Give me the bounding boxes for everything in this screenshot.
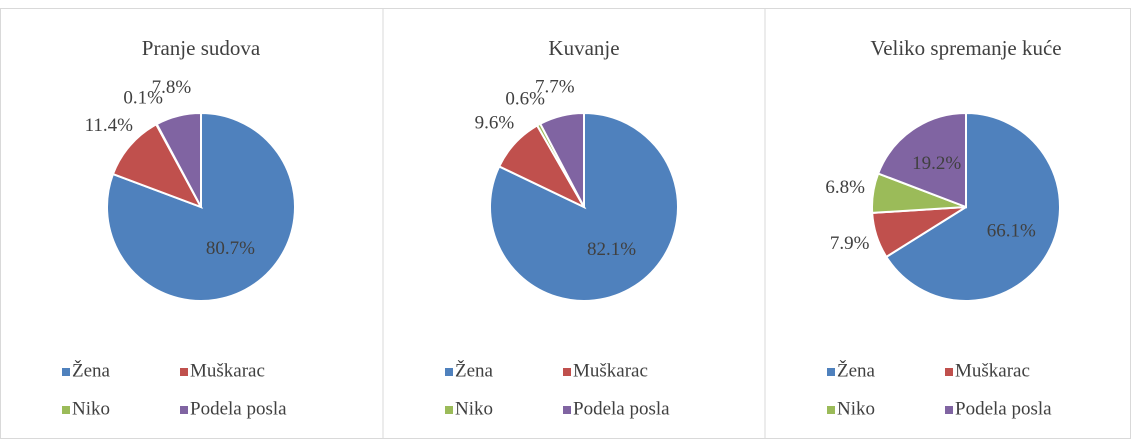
legend-label: Muškarac	[573, 360, 648, 381]
legend-label: Podela posla	[190, 398, 287, 419]
legend-swatch	[445, 368, 453, 376]
legend-label: Niko	[72, 398, 110, 419]
legend-swatch	[563, 368, 571, 376]
legend-swatch	[945, 406, 953, 414]
legend-label: Žena	[455, 359, 494, 381]
data-label: 19.2%	[912, 153, 961, 174]
legend-swatch	[827, 368, 835, 376]
pie-slice	[155, 111, 202, 208]
pie-slice	[876, 111, 967, 209]
legend-label: Žena	[837, 359, 876, 381]
data-label: 7.9%	[830, 233, 870, 254]
legend-swatch	[945, 368, 953, 376]
data-label: 0.6%	[505, 88, 545, 109]
legend-label: Niko	[455, 398, 493, 419]
legend-swatch	[563, 406, 571, 414]
legend-swatch	[62, 368, 70, 376]
pie-slice	[884, 111, 1061, 302]
pie-slice	[106, 111, 296, 302]
pie-slice	[538, 111, 585, 208]
legend-label: Muškarac	[190, 360, 265, 381]
chart-title: Veliko spremanje kuće	[870, 36, 1061, 60]
legend-swatch	[445, 406, 453, 414]
data-label: 11.4%	[85, 115, 134, 136]
legend-label: Podela posla	[573, 398, 670, 419]
legend-label: Muškarac	[955, 360, 1030, 381]
legend-label: Niko	[837, 398, 875, 419]
chart-title: Kuvanje	[548, 36, 619, 60]
chart-title: Pranje sudova	[142, 36, 261, 60]
data-label: 7.8%	[152, 77, 192, 98]
data-label: 0.1%	[123, 88, 163, 109]
data-label: 7.7%	[535, 77, 575, 98]
legend-swatch	[180, 368, 188, 376]
data-label: 66.1%	[987, 220, 1036, 241]
legend-swatch	[180, 406, 188, 414]
data-label: 82.1%	[587, 239, 636, 260]
data-label: 9.6%	[475, 112, 515, 133]
data-label: 80.7%	[206, 238, 255, 259]
legend-label: Podela posla	[955, 398, 1052, 419]
data-label: 6.8%	[825, 177, 865, 198]
legend-swatch	[827, 406, 835, 414]
legend-swatch	[62, 406, 70, 414]
legend-label: Žena	[72, 359, 111, 381]
pie-slice	[111, 122, 204, 209]
